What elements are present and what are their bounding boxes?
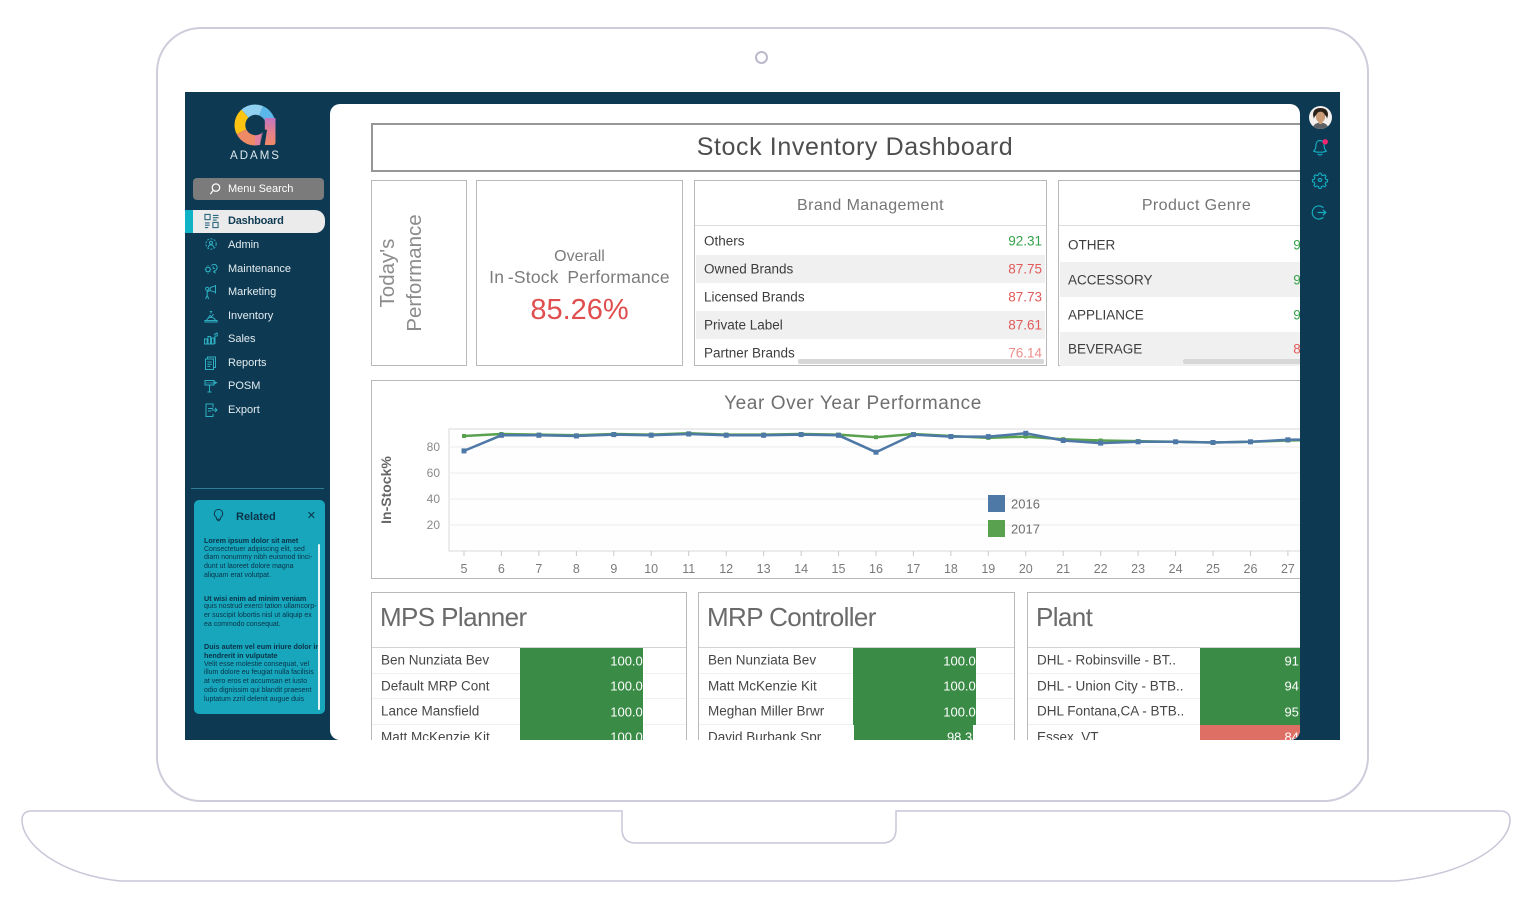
svg-text:25: 25 — [1206, 562, 1220, 576]
svg-text:60: 60 — [427, 466, 441, 480]
svg-text:13: 13 — [757, 562, 771, 576]
svg-text:20: 20 — [1019, 562, 1033, 576]
svg-text:17: 17 — [906, 562, 920, 576]
svg-text:6: 6 — [498, 562, 505, 576]
svg-text:16: 16 — [869, 562, 883, 576]
svg-text:7: 7 — [535, 562, 542, 576]
svg-text:14: 14 — [794, 562, 808, 576]
svg-text:8: 8 — [573, 562, 580, 576]
svg-text:10: 10 — [644, 562, 658, 576]
svg-text:26: 26 — [1244, 562, 1258, 576]
svg-text:9: 9 — [610, 562, 617, 576]
svg-text:2017: 2017 — [1011, 522, 1040, 537]
svg-text:20: 20 — [427, 518, 441, 532]
svg-text:5: 5 — [461, 562, 468, 576]
svg-text:POSM: POSM — [206, 381, 215, 385]
svg-text:2016: 2016 — [1011, 497, 1040, 512]
svg-text:11: 11 — [682, 562, 695, 576]
svg-text:In-Stock%: In-Stock% — [378, 456, 394, 524]
svg-text:80: 80 — [427, 440, 441, 454]
svg-text:22: 22 — [1094, 562, 1108, 576]
svg-text:27: 27 — [1281, 562, 1295, 576]
svg-text:12: 12 — [719, 562, 733, 576]
svg-text:18: 18 — [944, 562, 958, 576]
svg-text:40: 40 — [427, 492, 441, 506]
svg-text:23: 23 — [1131, 562, 1145, 576]
svg-text:24: 24 — [1169, 562, 1183, 576]
svg-text:21: 21 — [1056, 562, 1070, 576]
svg-text:15: 15 — [832, 562, 846, 576]
svg-text:19: 19 — [981, 562, 995, 576]
